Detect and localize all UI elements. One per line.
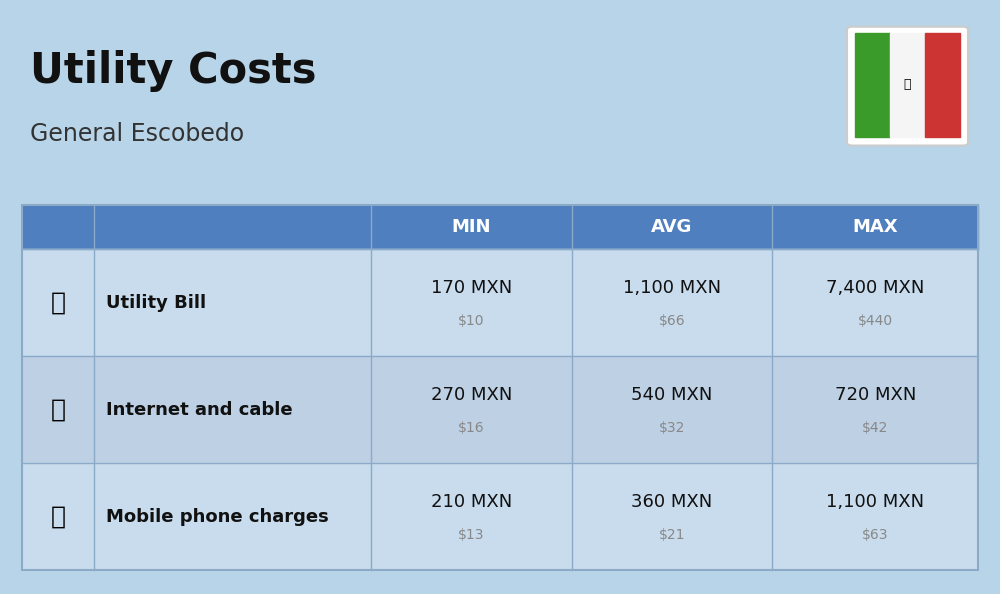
FancyBboxPatch shape [847, 27, 968, 146]
Bar [890, 33, 925, 137]
Text: 🦅: 🦅 [904, 78, 911, 91]
Text: $13: $13 [458, 528, 485, 542]
Text: 7,400 MXN: 7,400 MXN [826, 279, 924, 297]
Text: 1,100 MXN: 1,100 MXN [623, 279, 721, 297]
Text: Mobile phone charges: Mobile phone charges [106, 508, 328, 526]
Bar [22, 205, 978, 570]
Text: MAX: MAX [852, 218, 898, 236]
Text: 🔌: 🔌 [50, 291, 65, 315]
Text: 270 MXN: 270 MXN [431, 386, 512, 404]
Bar [925, 33, 960, 137]
Text: $63: $63 [862, 528, 888, 542]
Text: 720 MXN: 720 MXN [835, 386, 916, 404]
Text: $16: $16 [458, 421, 485, 435]
Text: AVG: AVG [651, 218, 693, 236]
Text: Utility Costs: Utility Costs [30, 50, 316, 92]
Text: $42: $42 [862, 421, 888, 435]
Bar [34, 290, 82, 316]
Text: 📱: 📱 [50, 505, 65, 529]
Text: $32: $32 [659, 421, 685, 435]
Text: 1,100 MXN: 1,100 MXN [826, 493, 924, 511]
Bar [22, 463, 978, 570]
Text: General Escobedo: General Escobedo [30, 122, 244, 146]
Text: Utility Bill: Utility Bill [106, 294, 206, 312]
Bar [22, 356, 978, 463]
Text: 170 MXN: 170 MXN [431, 279, 512, 297]
Text: $440: $440 [858, 314, 893, 328]
Text: $21: $21 [659, 528, 685, 542]
Bar [22, 205, 978, 249]
Text: 360 MXN: 360 MXN [631, 493, 713, 511]
Text: Internet and cable: Internet and cable [106, 401, 292, 419]
Text: 📶: 📶 [50, 398, 65, 422]
Text: $10: $10 [458, 314, 485, 328]
Bar [22, 249, 978, 356]
Text: MIN: MIN [452, 218, 491, 236]
Text: $66: $66 [659, 314, 685, 328]
Text: 540 MXN: 540 MXN [631, 386, 713, 404]
Text: 210 MXN: 210 MXN [431, 493, 512, 511]
Bar [855, 33, 890, 137]
